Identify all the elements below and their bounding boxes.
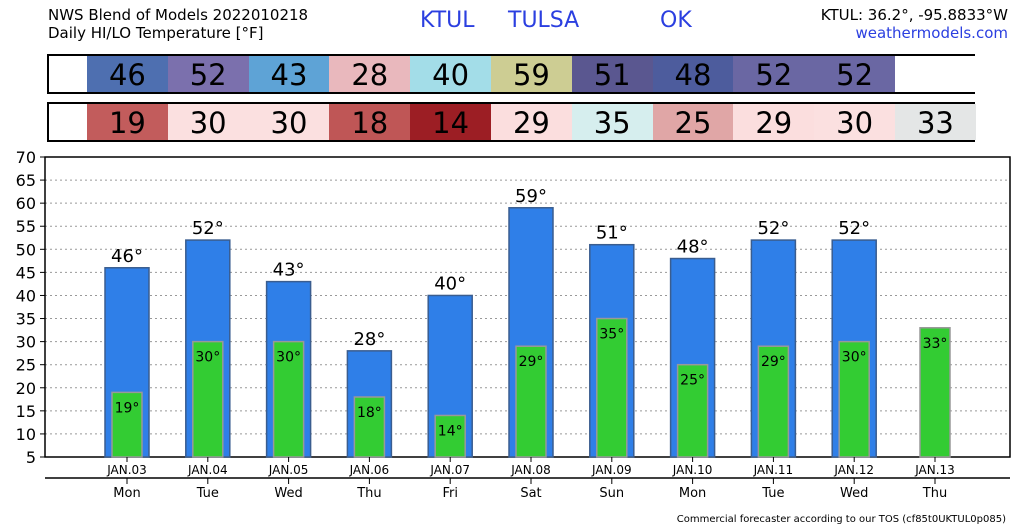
x-date-label: JAN.05 (268, 463, 309, 477)
high-temp-cell: 43 (248, 56, 330, 92)
high-temp-cell (895, 56, 976, 92)
y-tick-label: 45 (16, 263, 36, 282)
y-tick-label: 30 (16, 333, 36, 352)
high-temp-label: 43° (273, 260, 305, 281)
y-tick-label: 50 (16, 240, 36, 259)
x-date-label: JAN.12 (833, 463, 874, 477)
low-temp-label: 19° (115, 400, 140, 416)
low-temp-label: 29° (519, 354, 544, 370)
low-temp-label: 30° (842, 350, 867, 366)
high-temp-cell: 48 (652, 56, 734, 92)
low-temp-bar (757, 345, 790, 458)
low-temp-bar (272, 340, 305, 458)
y-tick-label: 20 (16, 379, 36, 398)
x-date-label: JAN.07 (429, 463, 470, 477)
low-temp-label: 33° (923, 336, 948, 352)
low-temp-cell: 25 (652, 104, 734, 140)
low-temp-cell: 30 (167, 104, 249, 140)
x-date-label: JAN.09 (591, 463, 632, 477)
x-weekday-label: Fri (442, 486, 458, 501)
x-date-label: JAN.10 (672, 463, 713, 477)
high-temp-cell: 52 (814, 56, 895, 92)
high-temp-cell: 51 (571, 56, 653, 92)
low-temp-label: 25° (680, 373, 705, 389)
low-temp-cell: 18 (329, 104, 411, 140)
x-date-label: JAN.04 (187, 463, 228, 477)
y-tick-label: 25 (16, 356, 36, 375)
x-weekday-label: Thu (356, 486, 381, 501)
high-temp-cell: 46 (87, 56, 168, 92)
y-tick-label: 60 (16, 194, 36, 213)
x-weekday-label: Sat (520, 486, 541, 501)
x-weekday-label: Sun (599, 486, 624, 501)
low-temp-cell: 30 (814, 104, 895, 140)
y-tick-label: 35 (16, 310, 36, 329)
low-temp-cell: 29 (733, 104, 815, 140)
high-temp-label: 40° (434, 273, 466, 294)
footer-note: Commercial forecaster according to our T… (676, 514, 1006, 525)
station-coords: KTUL: 36.2°, -95.8833°W (820, 6, 1008, 24)
low-temp-cell: 19 (87, 104, 168, 140)
chart-title: NWS Blend of Models 2022010218 Daily HI/… (48, 6, 308, 42)
high-temp-label: 48° (677, 237, 709, 258)
x-date-label: JAN.03 (106, 463, 147, 477)
station-info: KTUL: 36.2°, -95.8833°W weathermodels.co… (821, 6, 1008, 42)
y-tick-label: 55 (16, 217, 36, 236)
title-line-2: Daily HI/LO Temperature [°F] (48, 24, 264, 42)
low-temp-label: 30° (195, 350, 220, 366)
low-temp-bar (838, 340, 870, 458)
site-link[interactable]: weathermodels.com (855, 24, 1008, 42)
x-weekday-label: Mon (679, 486, 706, 501)
low-temp-cell: 33 (895, 104, 976, 140)
low-temp-bar (596, 317, 628, 458)
y-tick-label: 40 (16, 286, 36, 305)
high-temp-label: 28° (353, 329, 385, 350)
high-temp-label: 59° (515, 186, 547, 207)
low-temp-label: 14° (438, 423, 463, 439)
station-id: KTUL (420, 8, 475, 33)
low-temp-cell: 29 (491, 104, 572, 140)
low-temp-label: 18° (357, 405, 382, 421)
high-temp-label: 51° (596, 223, 628, 244)
x-weekday-label: Thu (922, 486, 947, 501)
y-tick-label: 5 (26, 448, 36, 467)
high-temp-label: 46° (111, 246, 143, 267)
high-temp-cell: 59 (491, 56, 572, 92)
low-temp-label: 35° (599, 327, 624, 343)
high-temp-cell: 28 (329, 56, 411, 92)
x-weekday-label: Wed (840, 486, 868, 501)
x-date-label: JAN.13 (914, 463, 955, 477)
x-date-label: JAN.11 (753, 463, 794, 477)
state-name: OK (660, 8, 692, 33)
low-temp-cell: 14 (410, 104, 491, 140)
x-date-label: JAN.06 (349, 463, 390, 477)
high-temp-row: 46 52 43 28 40 59 51 48 52 52 (47, 54, 976, 94)
x-weekday-label: Tue (196, 486, 219, 501)
y-tick-label: 65 (16, 171, 36, 190)
low-temp-row: 19 30 30 18 14 29 35 25 29 30 33 (47, 102, 976, 142)
x-weekday-label: Tue (761, 486, 784, 501)
y-tick-label: 15 (16, 402, 36, 421)
low-temp-cell: 30 (248, 104, 330, 140)
high-temp-cell: 52 (733, 56, 815, 92)
x-weekday-label: Mon (113, 486, 140, 501)
high-temp-label: 52° (192, 218, 224, 239)
y-tick-label: 70 (16, 148, 36, 167)
low-temp-cell: 35 (571, 104, 653, 140)
city-name: TULSA (508, 8, 580, 33)
x-weekday-label: Wed (274, 486, 302, 501)
high-temp-cell: 40 (410, 56, 491, 92)
high-temp-label: 52° (757, 218, 789, 239)
low-temp-bar (353, 396, 386, 458)
y-tick-label: 10 (16, 425, 36, 444)
high-temp-label: 52° (838, 218, 870, 239)
high-temp-cell: 52 (167, 56, 249, 92)
low-temp-label: 29° (761, 354, 786, 370)
x-date-label: JAN.08 (510, 463, 551, 477)
low-temp-label: 30° (276, 350, 301, 366)
title-line-1: NWS Blend of Models 2022010218 (48, 6, 309, 24)
